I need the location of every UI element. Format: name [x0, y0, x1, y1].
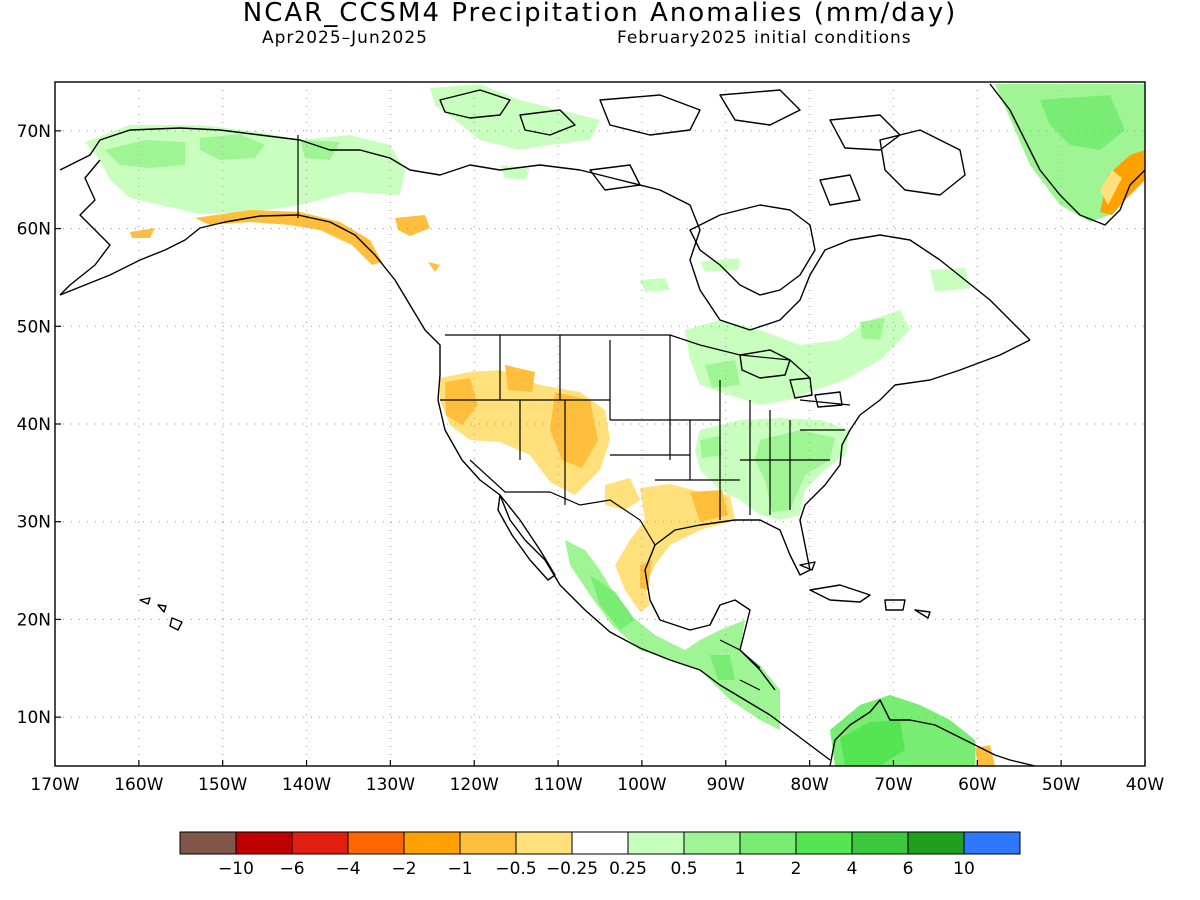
colorbar-label: −0.5 [495, 859, 536, 879]
colorbar-swatch [963, 831, 1021, 855]
anomaly-region-mexico-wet-2 [590, 575, 735, 680]
colorbar-label: 0.5 [670, 859, 697, 879]
colorbar-label: −0.25 [546, 859, 598, 879]
graticule [55, 82, 1145, 766]
colorbar-label: −10 [218, 859, 254, 879]
colorbar-swatch [291, 831, 349, 855]
colorbar-swatch [851, 831, 909, 855]
lon-tick-label: 170W [30, 775, 79, 795]
lat-tick-label: 60N [17, 220, 51, 240]
lon-tick-label: 150W [198, 775, 247, 795]
anomaly-region-greenland-dry-2 [1100, 170, 1122, 205]
anomaly-region-alaska-dry [130, 210, 440, 272]
colorbar-swatch [179, 831, 237, 855]
colorbar-swatch [627, 831, 685, 855]
anomaly-region-southeast-wet-2 [700, 430, 835, 512]
anomaly-region-interior-west-dry-2 [445, 365, 598, 468]
longitude-axis: 170W 160W 150W 140W 130W 120W 110W 100W 90W 80W 70… [30, 760, 1164, 795]
lon-tick-label: 60W [958, 775, 997, 795]
colorbar-label: −4 [335, 859, 360, 879]
anomaly-region-guyana-dry [975, 745, 995, 766]
valid-period: Apr2025–Jun2025 [262, 28, 428, 48]
lon-tick-label: 130W [366, 775, 415, 795]
lat-tick-label: 70N [17, 122, 51, 142]
anomaly-shading [85, 84, 1145, 766]
anomaly-region-texas-dry-2 [640, 490, 728, 590]
colorbar-label: 4 [847, 859, 858, 879]
colorbar-label: 1 [735, 859, 746, 879]
colorbar-label: −2 [391, 859, 416, 879]
lat-tick-label: 50N [17, 317, 51, 337]
colorbar-swatch [515, 831, 573, 855]
lat-tick-label: 40N [17, 415, 51, 435]
colorbar-swatch [907, 831, 965, 855]
anomaly-region-greenland-dry [1100, 150, 1145, 215]
colorbar-swatch [795, 831, 853, 855]
lat-tick-label: 10N [17, 708, 51, 728]
colorbar-label: 6 [903, 859, 914, 879]
political-borders [297, 135, 851, 691]
coastlines [59, 83, 1145, 766]
lon-tick-label: 110W [533, 775, 582, 795]
colorbar-swatch [459, 831, 517, 855]
lon-tick-label: 80W [790, 775, 829, 795]
colorbar-swatch [403, 831, 461, 855]
lon-tick-label: 140W [282, 775, 331, 795]
colorbar-swatch [571, 831, 629, 855]
colorbar-label: 10 [953, 859, 975, 879]
colorbar-swatch [235, 831, 293, 855]
lon-tick-label: 70W [874, 775, 913, 795]
lon-tick-label: 160W [114, 775, 163, 795]
lon-tick-label: 50W [1042, 775, 1081, 795]
anomaly-region-south-america-wet-2 [840, 720, 905, 766]
lon-tick-label: 100W [617, 775, 666, 795]
anomaly-region-great-lakes-wet-2 [705, 318, 885, 388]
anomaly-region-great-lakes-wet [640, 258, 970, 405]
colorbar-label: −1 [447, 859, 472, 879]
colorbar: −10 −6 −4 −2 −1 −0.5 −0.25 0.25 0.5 1 2 4 6 10 [179, 831, 1021, 879]
lon-tick-label: 90W [707, 775, 746, 795]
colorbar-swatch [739, 831, 797, 855]
latitude-axis: 70N 60N 50N 40N 30N 20N 10N [17, 122, 61, 728]
chart-title: NCAR_CCSM4 Precipitation Anomalies (mm/d… [242, 0, 958, 28]
colorbar-label: −6 [279, 859, 304, 879]
lat-tick-label: 30N [17, 513, 51, 533]
anomaly-region-greenland-wet-2 [1040, 95, 1125, 150]
initial-conditions: February2025 initial conditions [617, 28, 912, 48]
colorbar-swatch [347, 831, 405, 855]
anomaly-region-alaska-wet-2 [105, 134, 340, 168]
colorbar-label: 2 [791, 859, 802, 879]
lat-tick-label: 20N [17, 610, 51, 630]
lon-tick-label: 120W [450, 775, 499, 795]
colorbar-label: 0.25 [609, 859, 647, 879]
lon-tick-label: 40W [1126, 775, 1165, 795]
anomaly-region-arctic-wet [430, 84, 600, 180]
colorbar-swatch [683, 831, 741, 855]
